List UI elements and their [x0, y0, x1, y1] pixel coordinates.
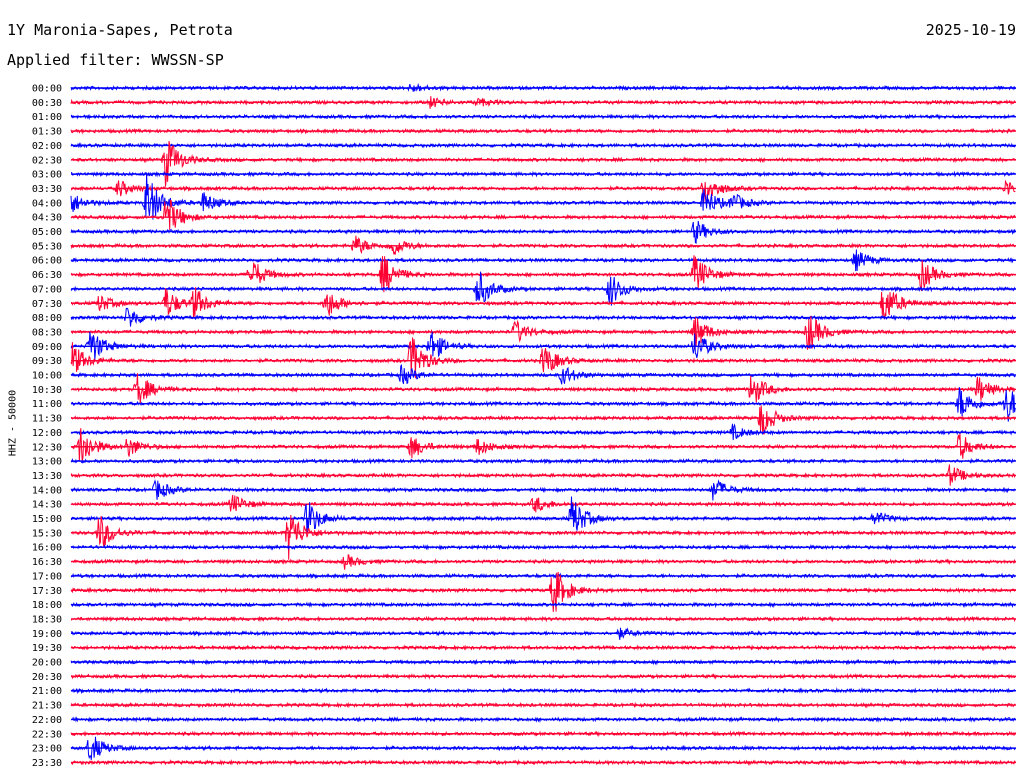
row-time-label: 09:30: [32, 356, 62, 367]
row-time-label: 14:30: [32, 500, 62, 511]
row-time-label: 18:00: [32, 600, 62, 611]
seismogram-trace: [70, 315, 1016, 350]
row-time-label: 20:30: [32, 672, 62, 683]
row-time-label: 09:00: [32, 342, 62, 353]
seismogram-trace: [70, 337, 1016, 379]
seismogram-trace: [70, 571, 1016, 612]
row-time-label: 05:00: [32, 227, 62, 238]
seismogram-trace: [71, 179, 1016, 204]
seismogram-trace: [70, 373, 1016, 405]
row-time-label: 08:00: [32, 313, 62, 324]
row-time-label: 02:30: [32, 155, 62, 166]
row-time-label: 03:30: [32, 184, 62, 195]
row-time-label: 04:00: [32, 198, 62, 209]
row-time-label: 07:00: [32, 284, 62, 295]
row-time-label: 03:00: [32, 170, 62, 181]
row-time-label: 22:30: [32, 729, 62, 740]
row-time-label: 19:00: [32, 629, 62, 640]
row-time-label: 20:00: [32, 658, 62, 669]
seismogram-trace: [70, 644, 1016, 652]
row-time-label: 13:00: [32, 457, 62, 468]
row-time-label: 12:30: [32, 442, 62, 453]
row-time-label: 04:30: [32, 213, 62, 224]
row-time-label: 00:00: [32, 84, 62, 95]
row-time-label: 16:00: [32, 543, 62, 554]
seismogram-trace: [70, 140, 1016, 187]
time-labels: 00:00 00:30 01:00 01:30 02:00 02:30 03:00 03:30…: [32, 84, 62, 769]
row-time-label: 10:30: [32, 385, 62, 396]
row-time-label: 11:00: [32, 399, 62, 410]
row-time-label: 01:00: [32, 112, 62, 123]
row-time-label: 02:00: [32, 141, 62, 152]
row-time-label: 17:30: [32, 586, 62, 597]
row-time-label: 14:00: [32, 485, 62, 496]
seismogram-trace: [71, 287, 1016, 320]
seismogram-trace: [70, 514, 1016, 560]
row-time-label: 16:30: [32, 557, 62, 568]
row-time-label: 19:30: [32, 643, 62, 654]
row-time-label: 10:00: [32, 371, 62, 382]
row-time-label: 07:30: [32, 299, 62, 310]
row-time-label: 23:30: [32, 758, 62, 769]
row-time-label: 13:30: [32, 471, 62, 482]
seismogram-trace: [70, 405, 1016, 435]
seismogram-trace: [70, 199, 1016, 230]
row-time-label: 15:00: [32, 514, 62, 525]
row-time-label: 21:00: [32, 686, 62, 697]
seismogram-trace: [70, 387, 1016, 422]
station-title: 1Y Maronia-Sapes, Petrota: [7, 21, 233, 39]
row-time-label: 22:00: [32, 715, 62, 726]
row-time-label: 12:00: [32, 428, 62, 439]
trace-rows: [70, 82, 1016, 766]
row-time-label: 06:00: [32, 256, 62, 267]
seismogram-trace: [70, 572, 1016, 580]
seismogram-trace: [70, 479, 1016, 501]
date-label: 2025-10-19: [925, 21, 1016, 39]
row-time-label: 15:30: [32, 528, 62, 539]
row-time-label: 11:30: [32, 414, 62, 425]
row-time-label: 06:30: [32, 270, 62, 281]
seismogram-trace: [70, 172, 1016, 220]
row-time-label: 23:00: [32, 744, 62, 755]
filter-label: Applied filter: WWSSN-SP: [7, 51, 224, 69]
row-time-label: 21:30: [32, 701, 62, 712]
row-time-label: 01:30: [32, 127, 62, 138]
row-time-label: 08:30: [32, 327, 62, 338]
row-time-label: 00:30: [32, 98, 62, 109]
row-time-label: 17:00: [32, 571, 62, 582]
row-time-label: 18:30: [32, 614, 62, 625]
row-time-label: 05:30: [32, 241, 62, 252]
